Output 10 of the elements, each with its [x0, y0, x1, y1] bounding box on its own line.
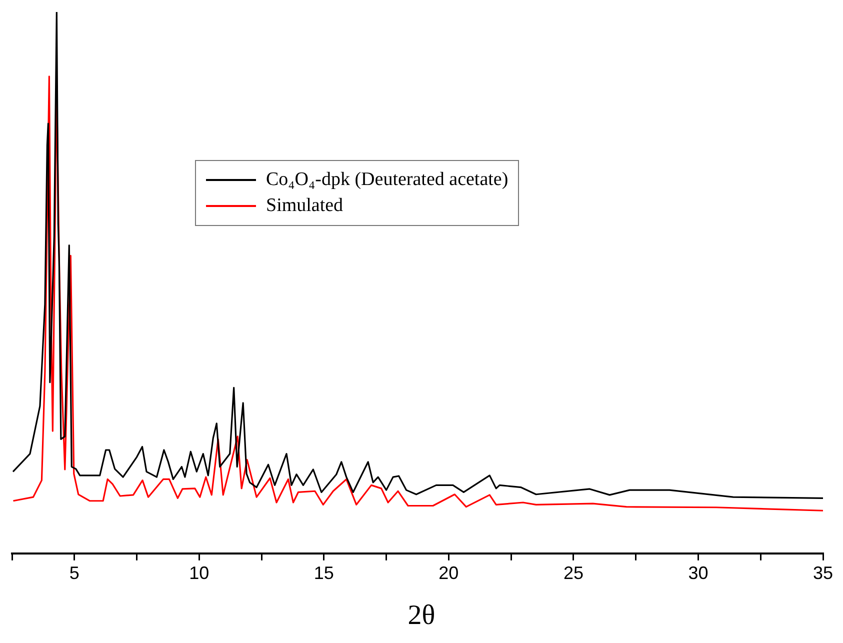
x-tick-label: 15	[314, 563, 334, 584]
x-tick-label: 35	[812, 563, 834, 584]
x-axis-title: 2θ	[406, 600, 436, 632]
x-tick-label: 20	[438, 563, 459, 584]
x-tick-label: 5	[69, 563, 80, 584]
legend-label: Co₄O₄-dpk (Deuterated acetate)	[266, 169, 508, 191]
x-tick-label: 25	[563, 563, 584, 584]
legend-label: Simulated	[266, 195, 344, 217]
x-tick-label: 30	[688, 563, 708, 584]
x-tick-label: 10	[189, 563, 210, 584]
